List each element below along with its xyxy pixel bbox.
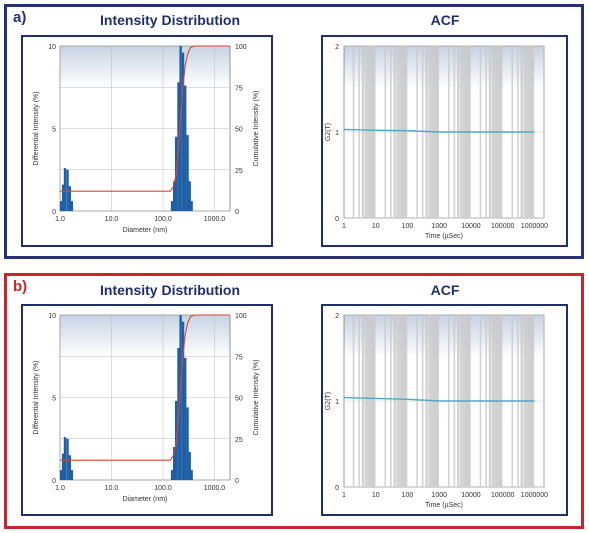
distribution-bar xyxy=(170,201,174,211)
distribution-bar xyxy=(170,470,174,480)
x-tick-label: 1000 xyxy=(431,492,447,499)
y-tick-label: 1 xyxy=(335,399,339,406)
y-tick-label: 0 xyxy=(335,485,339,492)
y-tick-label: 10 xyxy=(48,44,56,51)
panel-a: a) xyxy=(4,4,584,259)
y-tick-label: 5 xyxy=(52,396,56,403)
x-tick-label: 10000 xyxy=(461,223,481,230)
x-axis-label: Diameter (nm) xyxy=(123,227,168,234)
y2-tick-label: 0 xyxy=(235,209,239,216)
y-tick-label: 2 xyxy=(335,313,339,320)
x-tick-label: 1000.0 xyxy=(204,216,226,223)
x-tick-label: 100 xyxy=(402,223,414,230)
distribution-bar xyxy=(61,453,65,480)
y-axis-label: Differential Intensity (%) xyxy=(33,91,40,165)
x-tick-label: 1.0 xyxy=(55,216,65,223)
distribution-bar xyxy=(188,181,191,211)
distribution-bar xyxy=(59,470,63,480)
chart-title: Intensity Distribution xyxy=(100,12,240,28)
y-tick-label: 5 xyxy=(52,127,56,134)
distribution-bar xyxy=(172,447,176,480)
intensity-chart-a: 1.0 10.0 100.0 1000.005100255075100Diameter… xyxy=(21,35,273,247)
distribution-bar xyxy=(190,470,193,480)
x-tick-label: 10.0 xyxy=(105,485,119,492)
distribution-bar xyxy=(181,52,185,211)
x-tick-label: 100000 xyxy=(491,223,514,230)
cumulative-line xyxy=(60,314,230,461)
y-tick-label: 10 xyxy=(48,313,56,320)
panel-b: b) xyxy=(4,273,584,529)
y-tick-label: 0 xyxy=(335,216,339,223)
x-axis-label: Diameter (nm) xyxy=(123,496,168,503)
x-tick-label: 100.0 xyxy=(154,216,172,223)
distribution-bar xyxy=(70,201,74,211)
chart-title: Intensity Distribution xyxy=(100,282,240,298)
y2-tick-label: 100 xyxy=(235,313,247,320)
x-tick-label: 100.0 xyxy=(154,485,172,492)
cumulative-line xyxy=(60,45,230,192)
distribution-bar xyxy=(66,169,69,211)
distribution-bar xyxy=(63,437,67,480)
distribution-bar xyxy=(70,470,74,480)
x-tick-label: 1.0 xyxy=(55,485,65,492)
distribution-bar xyxy=(61,184,65,211)
x-tick-label: 1000.0 xyxy=(204,485,226,492)
x-tick-label: 1000 xyxy=(431,223,447,230)
x-axis-label: Time (µSec) xyxy=(425,502,463,509)
acf-line xyxy=(343,396,535,402)
x-axis-label: Time (µSec) xyxy=(425,233,463,240)
y-tick-label: 2 xyxy=(335,44,339,51)
x-tick-label: 10000 xyxy=(461,492,481,499)
x-tick-label: 100000 xyxy=(491,492,514,499)
panel-label: b) xyxy=(13,278,28,295)
y2-tick-label: 75 xyxy=(235,354,243,361)
y2-tick-label: 25 xyxy=(235,437,243,444)
y2-tick-label: 0 xyxy=(235,478,239,485)
distribution-bar xyxy=(190,201,193,211)
y2-tick-label: 75 xyxy=(235,85,243,92)
distribution-bar xyxy=(68,186,72,211)
y-axis-label: G2(T) xyxy=(325,123,332,141)
y-axis-label: G2(T) xyxy=(325,392,332,410)
x-tick-label: 100 xyxy=(402,492,414,499)
distribution-bar xyxy=(63,168,67,211)
distribution-bar xyxy=(184,357,187,480)
y2-tick-label: 50 xyxy=(235,127,243,134)
chart-title: ACF xyxy=(430,282,460,298)
x-tick-label: 1000000 xyxy=(521,492,548,499)
intensity-chart-b: 1.0 10.0 100.0 1000.005100255075100Diameter… xyxy=(21,304,273,516)
distribution-bar xyxy=(186,135,189,211)
y-axis-label: Differential Intensity (%) xyxy=(33,360,40,434)
distribution-bar xyxy=(59,201,63,211)
y2-tick-label: 50 xyxy=(235,396,243,403)
y2-axis-label: Cumulative Intensity (%) xyxy=(253,91,260,167)
distribution-bar xyxy=(179,46,182,211)
x-tick-label: 10 xyxy=(372,223,380,230)
distribution-bar xyxy=(179,315,182,480)
distribution-bar xyxy=(184,85,187,211)
x-tick-label: 1000000 xyxy=(521,223,548,230)
distribution-bar xyxy=(66,438,69,480)
x-tick-label: 10 xyxy=(372,492,380,499)
distribution-bar xyxy=(186,407,189,480)
chart-title: ACF xyxy=(430,12,460,28)
y-tick-label: 1 xyxy=(335,130,339,137)
x-tick-label: 1 xyxy=(342,223,346,230)
y2-axis-label: Cumulative Intensity (%) xyxy=(253,360,260,436)
distribution-bar xyxy=(68,455,72,480)
y2-tick-label: 25 xyxy=(235,168,243,175)
panel-label: a) xyxy=(13,9,27,26)
x-tick-label: 1 xyxy=(342,492,346,499)
distribution-bar xyxy=(181,321,185,480)
x-tick-label: 10.0 xyxy=(105,216,119,223)
acf-line xyxy=(343,128,535,133)
distribution-bar xyxy=(188,451,191,480)
distribution-bar xyxy=(172,181,176,211)
y2-tick-label: 100 xyxy=(235,44,247,51)
y-tick-label: 0 xyxy=(52,209,56,216)
y-tick-label: 0 xyxy=(52,478,56,485)
